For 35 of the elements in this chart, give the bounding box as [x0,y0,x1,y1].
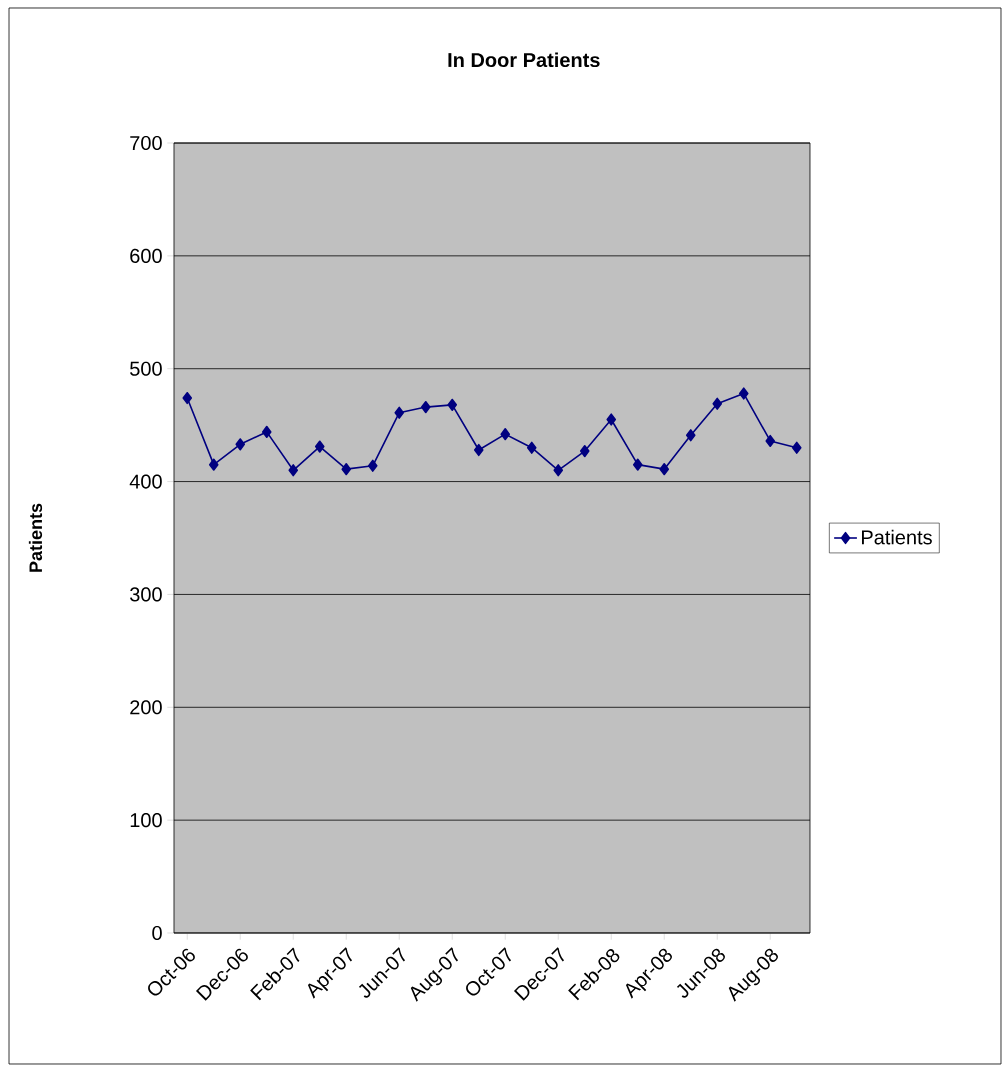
point [235,438,246,451]
point [314,440,325,453]
chart-title: In Door Patients [448,52,600,68]
point [500,428,511,441]
point [606,413,617,426]
point [791,441,802,454]
y-tick-label: 600 [130,248,162,263]
point [685,429,696,442]
y-tick-label: 0 [152,925,162,941]
point [288,464,299,477]
point [208,458,219,471]
point [632,458,643,471]
y-tick-label: 500 [130,361,162,376]
point [447,398,458,411]
point [261,425,272,439]
y-tick-label: 300 [130,587,162,602]
point [182,391,193,405]
legend-label: Patients [862,529,932,545]
point [553,464,564,477]
point [738,387,749,400]
y-tick-label: 400 [129,474,162,489]
point [341,463,352,476]
y-axis-title: Patients [28,503,43,572]
point [765,434,776,448]
point [712,397,723,410]
point [367,459,378,472]
point [526,441,537,454]
y-tick-label: 700 [130,135,162,151]
point [473,443,484,457]
point [394,406,405,419]
y-tick-label: 100 [130,813,162,828]
point [659,463,670,476]
point [579,444,590,458]
point [420,400,431,414]
y-tick-label: 200 [130,700,162,715]
